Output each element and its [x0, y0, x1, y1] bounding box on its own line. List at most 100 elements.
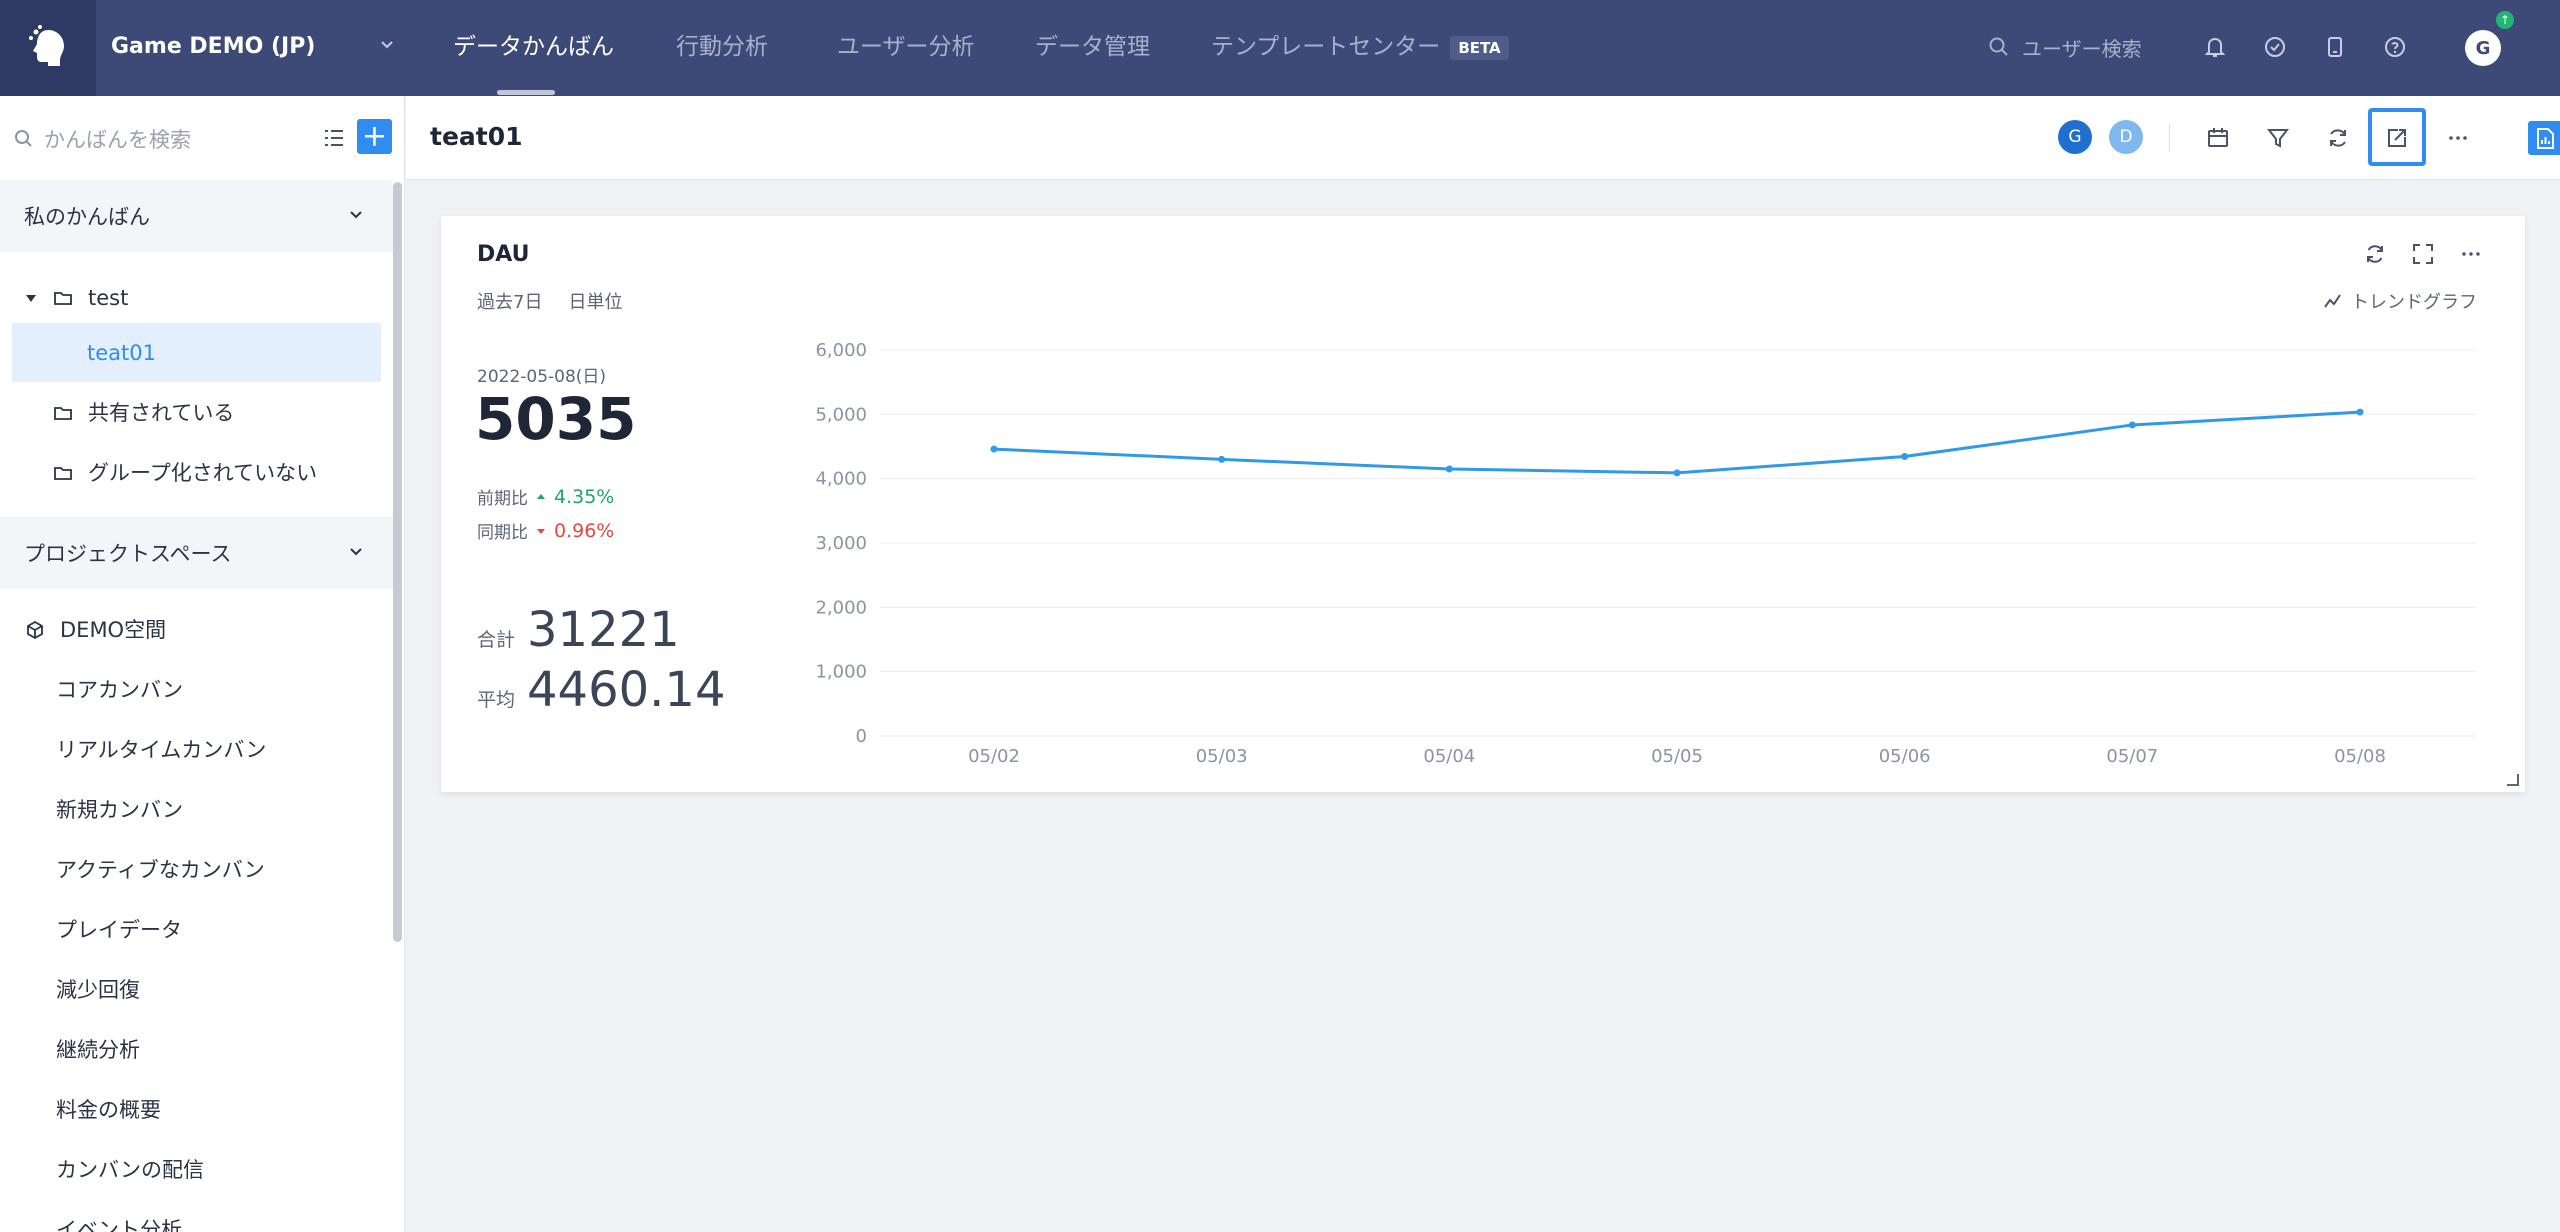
- refresh-icon[interactable]: [2363, 242, 2387, 266]
- more-icon[interactable]: [2445, 125, 2471, 151]
- data-point[interactable]: [1901, 452, 1909, 460]
- fullscreen-icon[interactable]: [2411, 242, 2435, 266]
- user-avatar[interactable]: G: [2465, 30, 2501, 66]
- refresh-icon[interactable]: [2325, 125, 2351, 151]
- app-logo[interactable]: [0, 0, 96, 96]
- section-project-space[interactable]: プロジェクトスペース: [0, 517, 393, 589]
- tab-behavior-analysis[interactable]: 行動分析: [676, 34, 768, 60]
- search-icon: [15, 130, 32, 147]
- sidebar-item-core[interactable]: コアカンバン: [56, 678, 184, 702]
- total-label: 合計: [477, 629, 516, 651]
- sidebar-item-realtime[interactable]: リアルタイムカンバン: [56, 738, 267, 762]
- granularity-label[interactable]: 日単位: [568, 292, 623, 313]
- average-value: 4460.14: [527, 662, 726, 718]
- folder-ungrouped[interactable]: グループ化されていない: [52, 458, 317, 488]
- update-badge: ↑: [2496, 11, 2514, 29]
- top-nav-bar: Game DEMO (JP) データかんばん 行動分析 ユーザー分析 データ管理…: [0, 0, 2560, 96]
- help-icon[interactable]: [2382, 34, 2408, 60]
- x-tick-label: 05/06: [1879, 746, 1931, 767]
- report-icon: [2537, 128, 2554, 149]
- data-point[interactable]: [2356, 408, 2364, 416]
- tab-data-board[interactable]: データかんばん: [453, 34, 614, 60]
- tab-template-center-label: テンプレートセンター: [1211, 34, 1441, 60]
- sidebar-item-event-analysis[interactable]: イベント分析: [56, 1218, 182, 1232]
- data-point[interactable]: [1673, 469, 1681, 477]
- board-search-placeholder: かんばんを検索: [44, 128, 191, 152]
- chevron-down-icon[interactable]: [378, 36, 396, 54]
- user-search[interactable]: ユーザー検索: [1988, 30, 2142, 64]
- folder-shared-label: 共有されている: [88, 401, 235, 425]
- check-circle-icon[interactable]: [2262, 34, 2288, 60]
- yoy-value: 0.96%: [554, 519, 615, 542]
- wow-label: 前期比: [477, 489, 528, 509]
- sidebar-item-active[interactable]: アクティブなカンバン: [56, 858, 265, 882]
- project-selector[interactable]: Game DEMO (JP): [111, 34, 316, 59]
- y-tick-label: 6,000: [815, 340, 867, 361]
- folder-test[interactable]: test: [24, 283, 128, 313]
- board-search[interactable]: かんばんを検索: [14, 124, 191, 154]
- x-tick-label: 05/04: [1423, 746, 1475, 767]
- data-point[interactable]: [1218, 455, 1226, 463]
- dau-line-chart: 6,000 5,000 4,000 3,000 2,000 1,000 0 05/02 05/0…: [815, 340, 2476, 767]
- sidebar-item-revenue[interactable]: 料金の概要: [56, 1098, 161, 1122]
- sidebar-item-new[interactable]: 新規カンバン: [56, 798, 184, 822]
- space-demo-label: DEMO空間: [60, 618, 167, 642]
- list-view-icon[interactable]: [322, 126, 346, 150]
- calendar-icon[interactable]: [2205, 125, 2231, 151]
- report-button[interactable]: [2528, 121, 2560, 155]
- sidebar-item-recovery[interactable]: 減少回復: [56, 978, 140, 1002]
- export-button-highlight[interactable]: [2368, 108, 2426, 166]
- section-project-space-label: プロジェクトスペース: [24, 542, 232, 566]
- y-tick-label: 0: [856, 726, 867, 747]
- folder-icon: [54, 292, 72, 305]
- y-tick-label: 4,000: [815, 469, 867, 490]
- board-header: teat01 G D: [406, 96, 2560, 180]
- data-point[interactable]: [990, 445, 998, 453]
- wow-value: 4.35%: [554, 485, 615, 508]
- bell-icon[interactable]: [2202, 34, 2228, 60]
- beta-badge: BETA: [1450, 35, 1509, 60]
- collaborator-avatar[interactable]: G: [2058, 120, 2092, 154]
- arrow-down-icon: [537, 528, 545, 534]
- filter-icon[interactable]: [2265, 125, 2291, 151]
- section-my-boards[interactable]: 私のかんばん: [0, 180, 393, 252]
- x-tick-label: 05/05: [1651, 746, 1703, 767]
- tab-template-center[interactable]: テンプレートセンター BETA: [1211, 30, 1509, 64]
- chevron-down-icon: [350, 548, 362, 556]
- average-label: 平均: [477, 689, 516, 711]
- y-tick-label: 5,000: [815, 404, 867, 425]
- sidebar-item-play-data[interactable]: プレイデータ: [56, 918, 182, 942]
- active-tab-indicator: [497, 90, 555, 95]
- y-tick-label: 2,000: [815, 597, 867, 618]
- sidebar-scrollbar[interactable]: [393, 182, 402, 942]
- wow-comparison: 前期比 4.35%: [477, 484, 615, 510]
- resize-handle[interactable]: [2507, 774, 2519, 786]
- tab-data-management[interactable]: データ管理: [1035, 34, 1150, 60]
- more-icon[interactable]: [2459, 242, 2483, 266]
- series-line: [993, 410, 2361, 475]
- sidebar-item-retention[interactable]: 継続分析: [56, 1038, 140, 1062]
- cube-icon: [27, 620, 43, 640]
- sidebar-item-distribution[interactable]: カンバンの配信: [56, 1158, 205, 1182]
- yoy-comparison: 同期比 0.96%: [477, 518, 615, 544]
- folder-test-label: test: [88, 286, 129, 310]
- period-label[interactable]: 過去7日: [477, 292, 543, 313]
- selected-board-highlight: [12, 323, 381, 382]
- sidebar-item-teat01[interactable]: teat01: [87, 341, 156, 365]
- trend-label: トレンドグラフ: [2351, 292, 2477, 313]
- data-point[interactable]: [2128, 421, 2136, 429]
- logo-icon: [29, 25, 64, 66]
- data-point[interactable]: [1445, 465, 1453, 473]
- card-subtitle: 過去7日 日単位: [477, 288, 622, 314]
- mobile-icon[interactable]: [2322, 34, 2348, 60]
- chart-type-toggle[interactable]: トレンドグラフ: [2323, 288, 2477, 314]
- add-board-button[interactable]: +: [357, 119, 392, 154]
- export-icon[interactable]: [2384, 125, 2410, 151]
- kpi-date: 2022-05-08(日): [477, 367, 607, 387]
- space-demo[interactable]: DEMO空間: [24, 615, 166, 645]
- folder-shared[interactable]: 共有されている: [52, 398, 234, 428]
- collaborator-avatar[interactable]: D: [2109, 120, 2143, 154]
- arrow-up-icon: [537, 493, 545, 499]
- tab-user-analysis[interactable]: ユーザー分析: [837, 34, 975, 60]
- dau-card: DAU 過去7日 日単位 トレンドグラフ 2022-05-08(日) 5035 …: [441, 216, 2525, 792]
